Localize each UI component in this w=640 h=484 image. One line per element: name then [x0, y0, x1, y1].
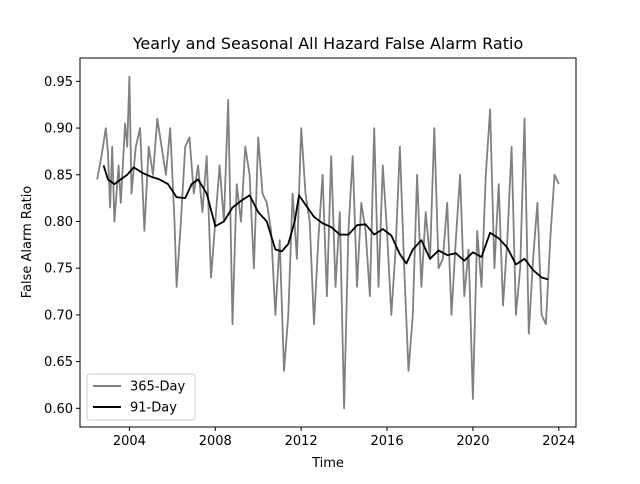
legend-label-91-day: 91-Day: [130, 401, 177, 416]
y-tick-label: 0.85: [44, 168, 73, 183]
x-axis: 2004 2008 2012 2016 2020 2024: [113, 427, 575, 449]
y-tick-label: 0.60: [44, 402, 73, 417]
x-tick-label: 2004: [113, 434, 146, 449]
series-layer: [96, 75, 560, 410]
y-tick-label: 0.70: [44, 308, 73, 323]
x-tick-label: 2024: [542, 434, 575, 449]
y-tick-label: 0.90: [44, 122, 73, 137]
y-axis-label: False Alarm Ratio: [20, 186, 35, 299]
series-line-91-day: [102, 165, 549, 281]
y-tick-label: 0.80: [44, 215, 73, 230]
plot-frame: [79, 57, 577, 428]
x-tick-label: 2012: [285, 434, 318, 449]
y-tick-label: 0.75: [44, 262, 73, 277]
legend: 365-Day 91-Day: [86, 373, 196, 421]
series-line-365-day: [96, 75, 560, 410]
y-axis: 0.60 0.65 0.70 0.75 0.80 0.85 0.90 0.95: [44, 75, 80, 417]
x-tick-label: 2016: [371, 434, 404, 449]
y-tick-label: 0.95: [44, 75, 73, 90]
x-axis-label: Time: [311, 456, 344, 471]
y-tick-label: 0.65: [44, 355, 73, 370]
x-tick-label: 2020: [456, 434, 489, 449]
x-tick-label: 2008: [199, 434, 232, 449]
legend-label-365-day: 365-Day: [130, 380, 185, 395]
chart-title: Yearly and Seasonal All Hazard False Ala…: [132, 34, 523, 53]
